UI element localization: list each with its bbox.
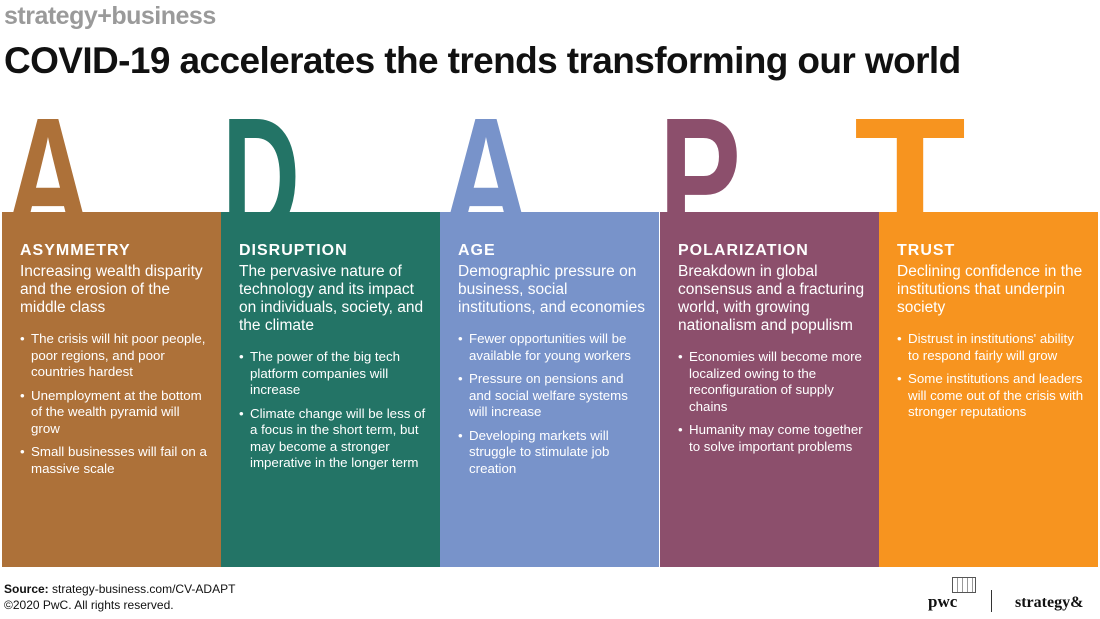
bullet: Humanity may come together to solve impo… xyxy=(678,422,865,455)
source: Source: strategy-business.com/CV-ADAPT xyxy=(4,582,235,596)
bullet: Unemployment at the bottom of the wealth… xyxy=(20,388,207,438)
logo-pwc: pwc xyxy=(928,592,958,611)
column-heading: ASYMMETRY xyxy=(20,242,131,259)
bullet: Developing markets will struggle to stim… xyxy=(458,428,645,478)
bullet: Some institutions and leaders will come … xyxy=(897,371,1084,421)
source-label: Source: xyxy=(4,582,49,596)
column-summary: The pervasive nature of technology and i… xyxy=(239,263,424,334)
column-summary: Demographic pressure on business, social… xyxy=(458,263,645,316)
column: ASYMMETRY Increasing wealth disparity and… xyxy=(2,212,221,567)
source-text: strategy-business.com/CV-ADAPT xyxy=(52,582,236,596)
bullet-list: The power of the big tech platform compa… xyxy=(239,349,426,472)
bullet-list: Distrust in institutions' ability to res… xyxy=(897,331,1084,421)
column-heading: TRUST xyxy=(897,242,956,259)
bullet-list: Economies will become more localized owi… xyxy=(678,349,865,455)
bullet: Distrust in institutions' ability to res… xyxy=(897,331,1084,364)
column-heading: AGE xyxy=(458,242,496,259)
column: DISRUPTION The pervasive nature of techno… xyxy=(221,212,440,567)
bullet: The crisis will hit poor people, poor re… xyxy=(20,331,207,381)
logo-divider xyxy=(991,590,992,612)
bullet: The power of the big tech platform compa… xyxy=(239,349,426,399)
column: TRUST Declining confidence in the institu… xyxy=(879,212,1098,567)
bullet-list: Fewer opportunities will be available fo… xyxy=(458,331,645,477)
column: AGE Demographic pressure on business, soc… xyxy=(440,212,659,567)
bullet: Small businesses will fail on a massive … xyxy=(20,444,207,477)
column: POLARIZATION Breakdown in global consensu… xyxy=(660,212,879,567)
bullet: Pressure on pensions and and social welf… xyxy=(458,371,645,421)
column-summary: Increasing wealth disparity and the eros… xyxy=(20,263,203,316)
bullet-list: The crisis will hit poor people, poor re… xyxy=(20,331,207,477)
bullet: Fewer opportunities will be available fo… xyxy=(458,331,645,364)
bullet: Economies will become more localized owi… xyxy=(678,349,865,415)
logo-pwc-mark xyxy=(952,577,976,593)
column-summary: Declining confidence in the institutions… xyxy=(897,263,1083,316)
column-heading: POLARIZATION xyxy=(678,242,809,259)
column-summary: Breakdown in global consensus and a frac… xyxy=(678,263,865,334)
logo-strategy: strategy& xyxy=(1015,594,1084,611)
brand: strategy+business xyxy=(4,2,216,30)
bullet: Climate change will be less of a focus i… xyxy=(239,406,426,472)
copyright: ©2020 PwC. All rights reserved. xyxy=(4,598,174,612)
column-heading: DISRUPTION xyxy=(239,242,348,259)
title: COVID-19 accelerates the trends transfor… xyxy=(4,40,961,81)
